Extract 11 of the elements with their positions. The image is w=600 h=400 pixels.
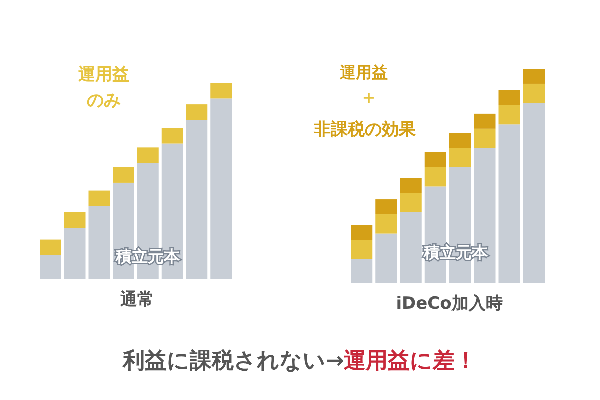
text: 運用益に差！: [344, 349, 478, 374]
text: 利益に課税されない→: [122, 349, 344, 374]
x-axis-title: iDeCo加入時: [396, 294, 503, 314]
annotation: +: [362, 88, 376, 107]
annotation: のみ: [87, 91, 121, 111]
annotation: 積立元本: [423, 243, 489, 262]
annotation: 運用益: [78, 65, 130, 85]
annotation: 積立元本: [115, 247, 181, 266]
annotation: 非課税の効果: [313, 120, 417, 140]
annotation: 運用益: [339, 63, 388, 82]
x-axis-title: 通常: [120, 290, 154, 310]
